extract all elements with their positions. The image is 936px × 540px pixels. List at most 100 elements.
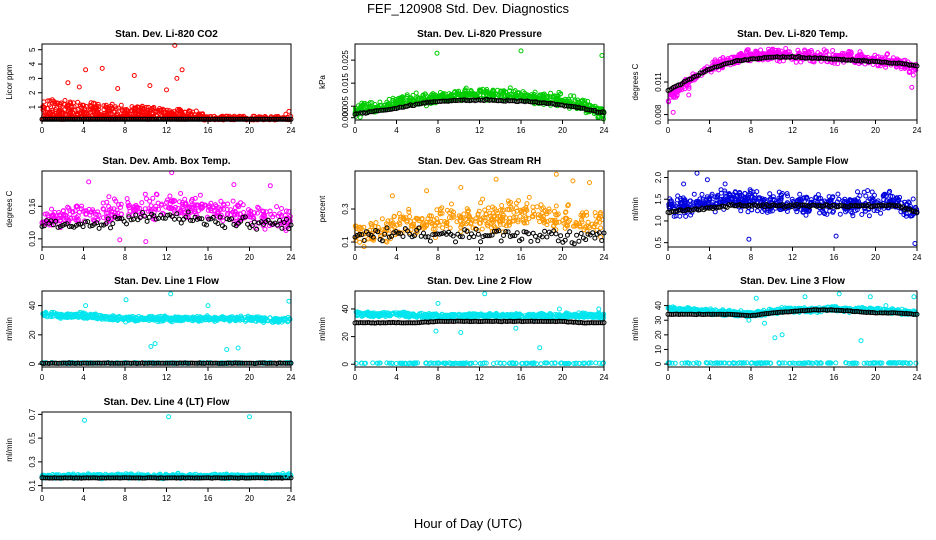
- outlier-point: [115, 86, 121, 91]
- data-point: [178, 191, 184, 196]
- baseline-point: [544, 234, 550, 240]
- x-tick-label: 8: [749, 126, 754, 135]
- outlier-point: [746, 236, 752, 242]
- baseline-point: [172, 216, 177, 222]
- baseline-point: [576, 238, 582, 244]
- x-tick-label: 0: [353, 253, 358, 262]
- outlier-point: [117, 237, 123, 243]
- x-tick-label: 16: [830, 253, 839, 262]
- data-point: [158, 107, 164, 113]
- data-point: [49, 97, 55, 103]
- y-tick-label: 3: [28, 76, 37, 81]
- data-point: [797, 191, 803, 197]
- data-point: [119, 108, 125, 114]
- data-point: [499, 203, 505, 208]
- data-point: [62, 106, 68, 112]
- data-point: [90, 106, 95, 112]
- outlier-point: [434, 50, 440, 56]
- x-tick-label: 12: [162, 253, 171, 262]
- data-point: [524, 201, 530, 207]
- y-tick-label: 0.008: [654, 104, 663, 125]
- y-tick-label: 0.3: [341, 203, 350, 215]
- y-axis-label: Licor ppm: [5, 64, 14, 99]
- x-tick-label: 8: [436, 126, 441, 135]
- data-point: [447, 225, 453, 231]
- baseline-point: [478, 239, 484, 245]
- x-tick-label: 20: [245, 253, 254, 262]
- outlier-point: [131, 73, 137, 78]
- data-point: [738, 208, 744, 214]
- data-point: [850, 213, 856, 219]
- data-point: [871, 192, 877, 198]
- data-point: [114, 111, 120, 117]
- y-tick-label: 0.10: [28, 231, 37, 247]
- data-point: [109, 101, 115, 107]
- x-tick-label: 0: [40, 253, 45, 262]
- baseline-point: [176, 216, 182, 222]
- x-tick-label: 16: [204, 253, 213, 262]
- outlier-point: [722, 181, 728, 187]
- baseline-point: [574, 232, 580, 238]
- data-point: [150, 111, 155, 117]
- outlier-point: [518, 48, 524, 54]
- data-points: [352, 48, 607, 122]
- baseline-point: [80, 224, 86, 230]
- data-point: [534, 204, 540, 210]
- x-tick-label: 24: [913, 253, 922, 262]
- data-point: [196, 112, 202, 117]
- outlier-point: [267, 183, 273, 189]
- data-point: [96, 104, 102, 110]
- baseline-point: [471, 234, 477, 240]
- x-tick-label: 12: [475, 126, 484, 135]
- data-point: [878, 210, 884, 216]
- panel-title: Stan. Dev. Sample Flow: [737, 156, 849, 167]
- data-point: [699, 191, 705, 197]
- data-point: [910, 196, 916, 202]
- x-tick-label: 8: [123, 126, 128, 135]
- x-tick-label: 20: [245, 126, 254, 135]
- y-tick-label: 0.16: [28, 198, 37, 214]
- baseline-point: [578, 231, 584, 236]
- panel-title: Stan. Dev. Amb. Box Temp.: [102, 156, 230, 167]
- y-tick-label: 0.5: [654, 237, 663, 249]
- data-point: [57, 108, 63, 114]
- baseline-point: [144, 218, 150, 224]
- x-tick-label: 24: [287, 126, 296, 135]
- baseline-point: [421, 230, 426, 236]
- baseline-point: [453, 239, 458, 245]
- baseline-point: [533, 233, 538, 239]
- outlier-point: [143, 239, 149, 245]
- x-tick-label: 12: [162, 373, 171, 382]
- x-tick-label: 0: [40, 126, 45, 135]
- x-tick-label: 4: [394, 253, 399, 262]
- data-point: [139, 200, 145, 206]
- data-point: [167, 193, 173, 199]
- x-tick-label: 24: [600, 253, 609, 262]
- data-point: [64, 102, 70, 108]
- data-point: [384, 239, 390, 245]
- outlier-point: [526, 194, 532, 200]
- baseline-point: [555, 238, 561, 244]
- data-point: [104, 111, 110, 117]
- data-point: [863, 193, 869, 199]
- x-tick-label: 8: [749, 253, 754, 262]
- outlier-point: [179, 67, 185, 73]
- baseline-point: [592, 235, 598, 241]
- x-tick-label: 4: [81, 253, 86, 262]
- data-point: [910, 72, 916, 78]
- data-point: [373, 220, 379, 226]
- data-point: [883, 64, 889, 70]
- data-point: [67, 99, 73, 105]
- data-point: [69, 104, 75, 109]
- data-point: [94, 108, 100, 114]
- outlier-point: [231, 182, 237, 188]
- outlier-point: [833, 233, 839, 239]
- y-tick-label: 0.015: [341, 73, 350, 94]
- outlier-point: [686, 92, 692, 98]
- data-point: [161, 107, 167, 113]
- baseline-point: [110, 221, 116, 227]
- outlier-point: [286, 298, 292, 304]
- data-point: [96, 111, 102, 117]
- data-point: [91, 100, 96, 106]
